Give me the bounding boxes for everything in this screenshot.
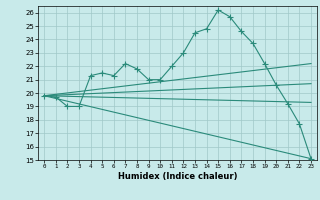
X-axis label: Humidex (Indice chaleur): Humidex (Indice chaleur): [118, 172, 237, 181]
